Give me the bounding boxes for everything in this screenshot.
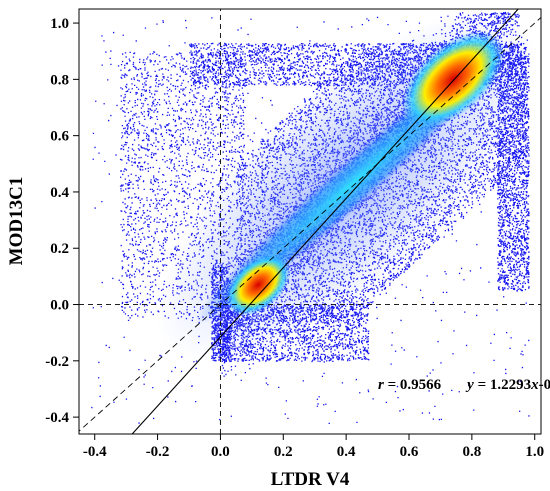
density-heat [156, 11, 536, 362]
y-tick-label: 0.2 [50, 241, 69, 257]
x-tick-label: -0.2 [146, 444, 170, 460]
x-axis-title: LTDR V4 [271, 469, 350, 490]
x-tick-label: 0.2 [274, 444, 293, 460]
one-to-one-line [79, 16, 541, 432]
y-tick-label: 0.0 [50, 298, 69, 314]
density-peak-1 [225, 253, 291, 316]
density-peak-2 [401, 30, 505, 128]
x-tick-label: 0.8 [462, 444, 481, 460]
y-axis-title: MOD13C1 [6, 177, 27, 266]
y-tick-label: -0.2 [45, 354, 69, 370]
x-tick-label: 1.0 [525, 444, 544, 460]
y-tick-label: 1.0 [50, 16, 69, 32]
plot-frame [78, 8, 542, 435]
x-tick-label: 0.6 [400, 444, 419, 460]
y-tick-label: -0.4 [45, 410, 69, 426]
y-tick-label: 0.4 [50, 185, 69, 201]
y-tick-label: 0.8 [50, 72, 69, 88]
regression-line [131, 9, 519, 434]
x-tick-label: 0.0 [211, 444, 230, 460]
y-tick-label: 0.6 [50, 129, 69, 145]
x-tick-label: 0.4 [337, 444, 356, 460]
x-tick-label: -0.4 [83, 444, 107, 460]
